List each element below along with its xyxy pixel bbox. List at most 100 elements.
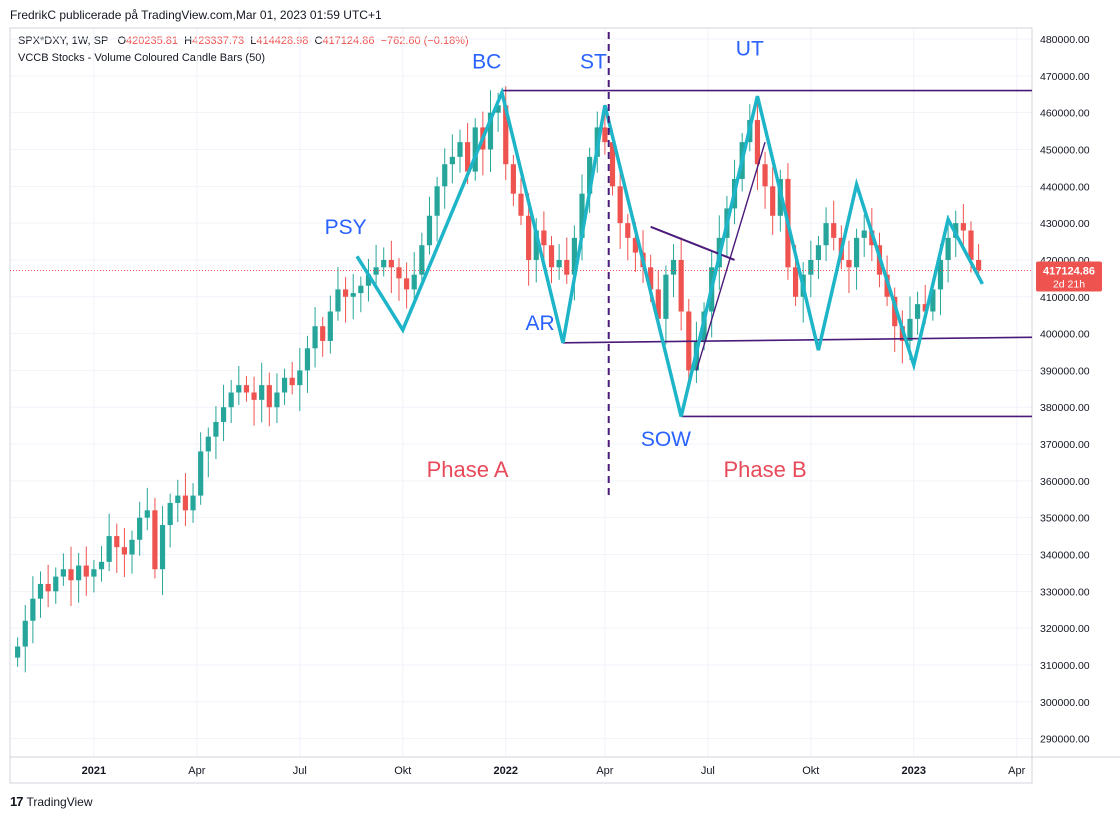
price-tick-label: 340000.00 [1040,550,1090,562]
annotation-phase-b: Phase B [723,457,806,482]
candle [381,247,387,277]
price-tick-label: 390000.00 [1040,365,1090,377]
candle [320,317,326,357]
candle-body [320,326,326,341]
candle-body [792,267,799,297]
candle-body [892,296,898,327]
candle [587,147,593,213]
candle [213,406,219,460]
candle-body [327,311,333,341]
candle-body [98,561,105,570]
candle [426,196,433,255]
candle [846,240,852,294]
level-line-diag-2 [695,141,766,371]
annotation-sow: SOW [641,428,691,451]
annotation-group: PSY BC ST UT AR SOW Phase A Phase B [325,38,807,483]
high-value: 423337.73 [192,35,245,47]
candle-body [121,547,128,555]
candle-body [365,274,372,286]
candle [182,473,189,527]
candle-body [831,223,837,238]
candle [808,240,814,298]
candle-body [152,510,158,570]
candle [30,576,36,644]
candle-body [472,127,478,172]
candle [53,567,59,604]
candle [365,258,372,302]
symbol-name[interactable]: SPX*DXY, 1W, SP [18,35,109,47]
candle [388,240,394,294]
candle [327,295,333,354]
candle [129,530,135,574]
time-tick-label: Apr [188,765,205,777]
time-tick-label: Okt [802,765,819,777]
candle-body [960,223,966,231]
candle-body [22,620,28,647]
candle-body [91,569,97,577]
candle-body [571,237,577,275]
time-tick-label: Jul [701,765,715,777]
candle-body [205,436,211,452]
candle-body [465,142,471,172]
candle-body [236,385,242,393]
candle-body [259,385,265,400]
candle [220,384,227,442]
candle-body [823,223,829,246]
brand-name: TradingView [26,794,93,809]
candle [442,148,448,209]
price-tag-value: 417124.86 [1043,266,1095,278]
candle [556,244,562,280]
candle-body [648,267,654,290]
candle-body [220,407,227,422]
candle [548,236,555,284]
candle [159,505,166,595]
candle-body [251,392,257,400]
candle-body [434,186,440,216]
wyckoff-zigzag-line [355,86,984,417]
open-value: 420235.81 [126,35,179,47]
candle-body [83,565,89,577]
candle-body [381,259,387,268]
candle-body [503,105,509,165]
candle [60,553,66,586]
price-tick-label: 370000.00 [1040,439,1090,451]
candle-body [190,495,196,511]
candle [754,97,761,190]
candle-body [945,237,951,260]
overlay-group [10,32,1033,500]
price-tick-label: 410000.00 [1040,292,1090,304]
candle [419,232,425,288]
price-tick-label: 450000.00 [1040,145,1090,157]
candle [121,527,128,577]
high-label: H [184,35,193,47]
time-tick-label: 2023 [902,765,926,777]
candles-group [15,86,982,673]
candle [579,174,585,261]
candle [106,513,112,572]
candle-body [403,278,410,290]
publisher-line: FredrikC publicerade på TradingView.com,… [10,8,382,22]
candle-body [266,385,272,408]
candle [251,376,257,426]
candle-body [297,370,303,386]
candle [152,497,158,579]
candle-body [556,259,562,268]
candle [335,266,341,321]
candle-body [129,539,135,555]
candle-body [937,259,944,290]
indicator-legend[interactable]: VCCB Stocks - Volume Coloured Candle Bar… [18,52,265,64]
candle [45,564,51,608]
candle [15,637,21,667]
candle-body [655,289,661,319]
candle-body [396,267,402,279]
time-tick-label: 2022 [494,765,518,777]
candle-body [853,237,860,268]
candle [617,167,623,249]
tradingview-brand[interactable]: 17 TradingView [10,794,93,809]
candle [266,372,272,427]
candle [358,276,364,313]
price-tick-label: 460000.00 [1040,108,1090,120]
price-tag-box [1036,261,1102,292]
candle [228,379,234,424]
